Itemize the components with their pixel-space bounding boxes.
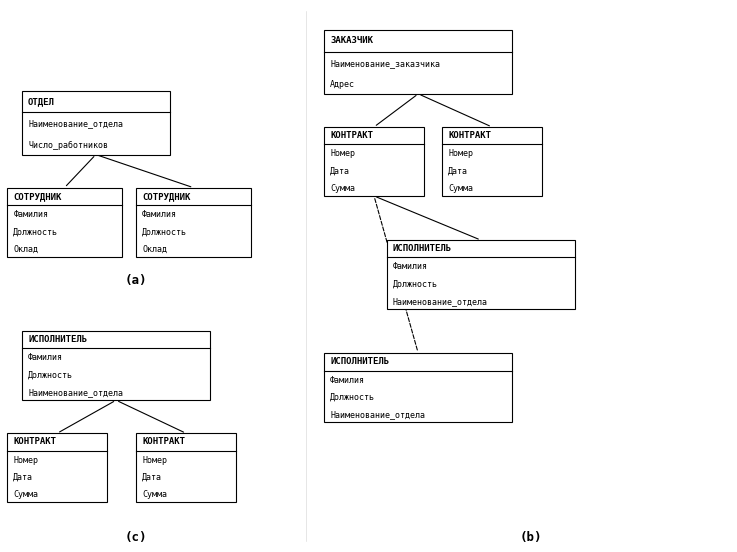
Text: Фамилия: Фамилия [393, 262, 427, 272]
Text: Должность: Должность [13, 227, 58, 236]
Text: Наименование_отдела: Наименование_отдела [28, 388, 123, 397]
Text: Оклад: Оклад [13, 245, 38, 253]
Text: Фамилия: Фамилия [330, 375, 365, 385]
Text: Наименование_отдела: Наименование_отдела [393, 297, 488, 306]
Text: (c): (c) [125, 530, 147, 544]
FancyBboxPatch shape [324, 127, 424, 196]
FancyBboxPatch shape [442, 127, 542, 196]
Text: (b): (b) [520, 530, 542, 544]
Text: Адрес: Адрес [330, 80, 355, 89]
FancyBboxPatch shape [136, 188, 251, 257]
FancyBboxPatch shape [387, 240, 575, 309]
Text: ОТДЕЛ: ОТДЕЛ [28, 97, 55, 106]
Text: Должность: Должность [28, 371, 73, 380]
Text: Номер: Номер [448, 149, 473, 158]
Text: ИСПОЛНИТЕЛЬ: ИСПОЛНИТЕЛЬ [393, 244, 452, 253]
Text: Дата: Дата [448, 167, 468, 176]
Text: Сумма: Сумма [13, 490, 38, 499]
Text: Номер: Номер [330, 149, 355, 158]
FancyBboxPatch shape [7, 188, 122, 257]
Text: СОТРУДНИК: СОТРУДНИК [13, 192, 62, 201]
Text: СОТРУДНИК: СОТРУДНИК [142, 192, 191, 201]
Text: (a): (a) [125, 274, 147, 287]
Text: Сумма: Сумма [142, 490, 167, 499]
Text: Фамилия: Фамилия [28, 353, 63, 363]
FancyBboxPatch shape [136, 433, 236, 502]
Text: КОНТРАКТ: КОНТРАКТ [13, 437, 56, 447]
FancyBboxPatch shape [7, 433, 107, 502]
Text: Номер: Номер [142, 455, 167, 465]
Text: ЗАКАЗЧИК: ЗАКАЗЧИК [330, 36, 373, 45]
Text: Число_работников: Число_работников [28, 141, 108, 150]
Text: Должность: Должность [142, 227, 187, 236]
Text: Должность: Должность [393, 280, 438, 289]
Text: ИСПОЛНИТЕЛЬ: ИСПОЛНИТЕЛЬ [330, 357, 389, 367]
FancyBboxPatch shape [22, 91, 170, 155]
FancyBboxPatch shape [22, 331, 210, 400]
Text: Сумма: Сумма [330, 184, 355, 193]
Text: Дата: Дата [13, 473, 33, 482]
Text: Наименование_отдела: Наименование_отдела [28, 119, 123, 129]
Text: Оклад: Оклад [142, 245, 167, 253]
Text: КОНТРАКТ: КОНТРАКТ [448, 131, 491, 140]
Text: ИСПОЛНИТЕЛЬ: ИСПОЛНИТЕЛЬ [28, 335, 87, 344]
Text: Сумма: Сумма [448, 184, 473, 193]
Text: Наименование_отдела: Наименование_отдела [330, 410, 425, 419]
Text: Фамилия: Фамилия [13, 210, 48, 219]
Text: Должность: Должность [330, 393, 375, 402]
Text: Наименование_заказчика: Наименование_заказчика [330, 59, 440, 68]
Text: Дата: Дата [330, 167, 350, 176]
Text: Фамилия: Фамилия [142, 210, 177, 219]
Text: Номер: Номер [13, 455, 38, 465]
FancyBboxPatch shape [324, 353, 512, 422]
FancyBboxPatch shape [324, 30, 512, 94]
Text: КОНТРАКТ: КОНТРАКТ [330, 131, 373, 140]
Text: КОНТРАКТ: КОНТРАКТ [142, 437, 185, 447]
Text: Дата: Дата [142, 473, 162, 482]
